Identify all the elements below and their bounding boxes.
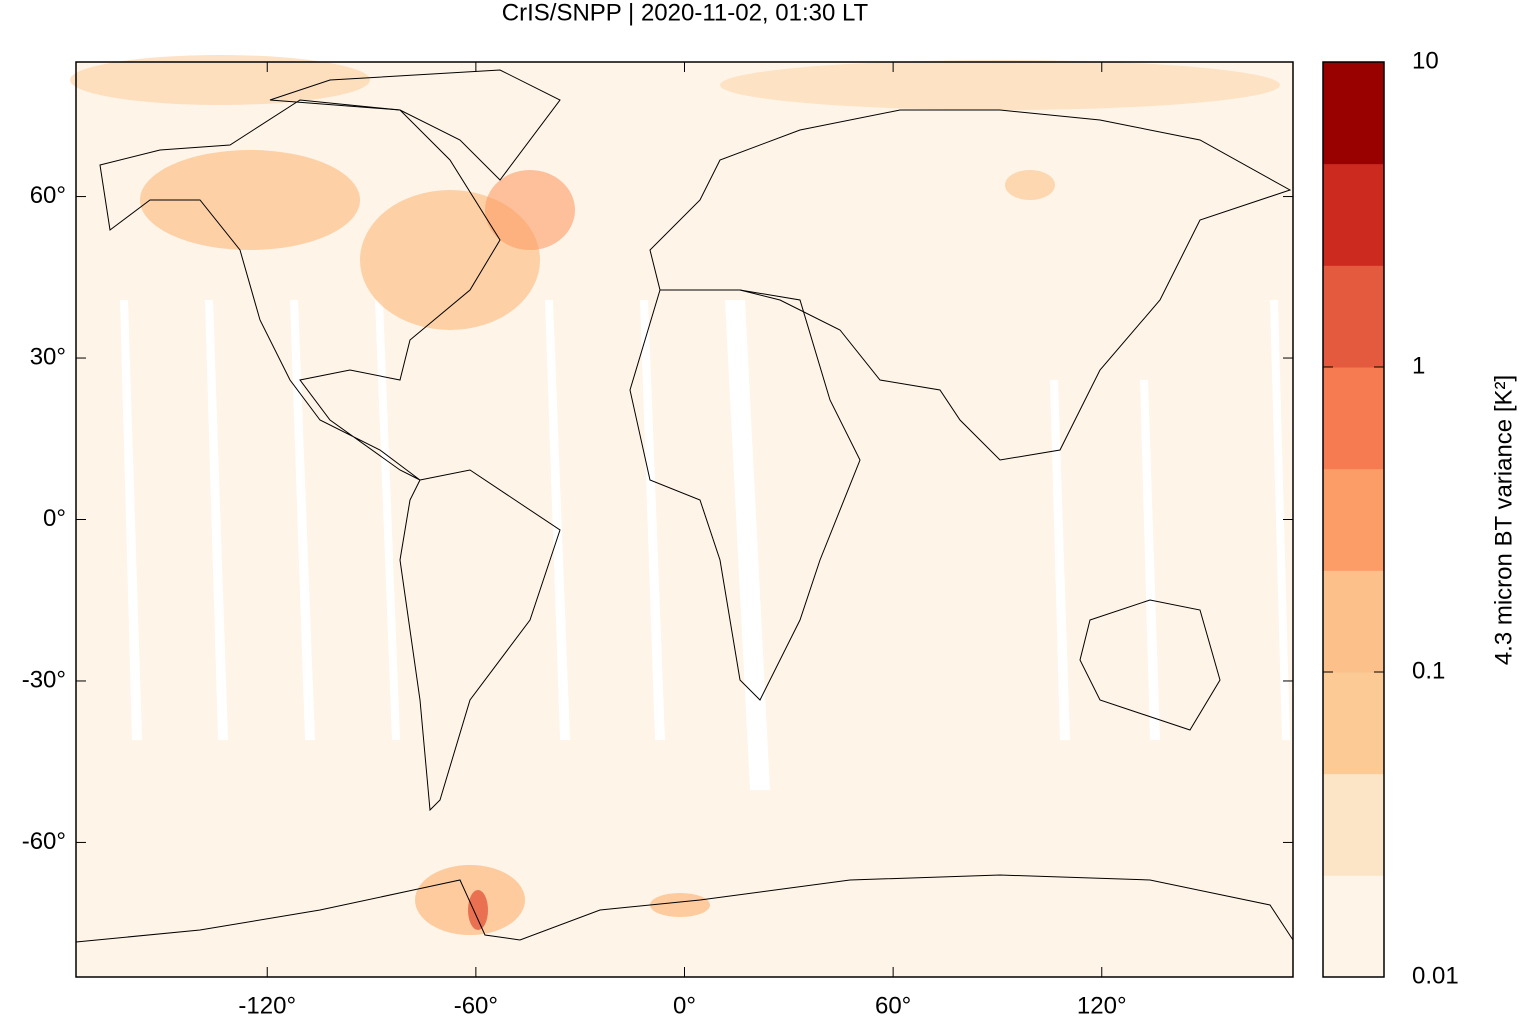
coast <box>629 289 861 701</box>
patch <box>70 55 370 105</box>
x-tick-label: 0° <box>673 992 696 1019</box>
patch <box>485 170 575 250</box>
x-tick-label: -60° <box>454 992 498 1019</box>
colorbar-frame <box>1322 61 1385 978</box>
colorbar-tick-label: 0.1 <box>1412 657 1445 684</box>
colorbar: 10 1 0.1 0.01 <box>1322 47 1459 989</box>
colorbar-tick-label: 1 <box>1412 352 1425 379</box>
swath-gap <box>205 300 228 740</box>
y-tick-label: 0° <box>43 505 66 532</box>
swath-gap <box>545 300 570 740</box>
patch <box>140 150 360 250</box>
coastlines <box>75 69 1294 943</box>
variance-patches <box>70 55 1280 935</box>
swath-gap <box>375 300 400 740</box>
patch <box>720 60 1280 110</box>
colorbar-band <box>1323 265 1384 368</box>
swath-gap <box>1050 380 1070 740</box>
data-gaps <box>120 300 1290 790</box>
coast <box>1079 599 1221 731</box>
x-tick-label: 60° <box>875 992 911 1019</box>
coast <box>75 874 1294 943</box>
x-tick-label: -120° <box>238 992 296 1019</box>
swath-gap <box>1270 300 1290 740</box>
colorbar-band <box>1323 468 1384 571</box>
coast <box>269 69 561 181</box>
swath-gap <box>1140 380 1160 740</box>
patch <box>650 893 710 917</box>
map-area <box>70 55 1294 978</box>
y-tick-label: 30° <box>30 343 66 370</box>
swath-gap <box>640 300 665 740</box>
coast <box>649 109 1292 461</box>
swath-gap <box>725 300 770 790</box>
colorbar-band <box>1323 570 1384 673</box>
patch <box>1005 170 1055 200</box>
x-tick-label: 120° <box>1077 992 1127 1019</box>
colorbar-band <box>1323 672 1384 775</box>
colorbar-tick-label: 10 <box>1412 47 1439 74</box>
colorbar-band <box>1323 773 1384 876</box>
colorbar-band <box>1323 163 1384 266</box>
swath-gap <box>290 300 315 740</box>
colorbar-tick-label: 0.01 <box>1412 962 1459 989</box>
y-tick-label: -30° <box>22 666 66 693</box>
y-tick-label: -60° <box>22 828 66 855</box>
patch <box>468 890 488 930</box>
colorbar-band <box>1323 62 1384 165</box>
colorbar-label: 4.3 micron BT variance [K²] <box>1490 375 1517 665</box>
colorbar-band <box>1323 367 1384 470</box>
y-tick-label: 60° <box>30 182 66 209</box>
colorbar-band <box>1323 875 1384 978</box>
coast <box>399 469 561 812</box>
chart-title: CrIS/SNPP | 2020-11-02, 01:30 LT <box>502 0 869 26</box>
swath-gap <box>120 300 142 740</box>
